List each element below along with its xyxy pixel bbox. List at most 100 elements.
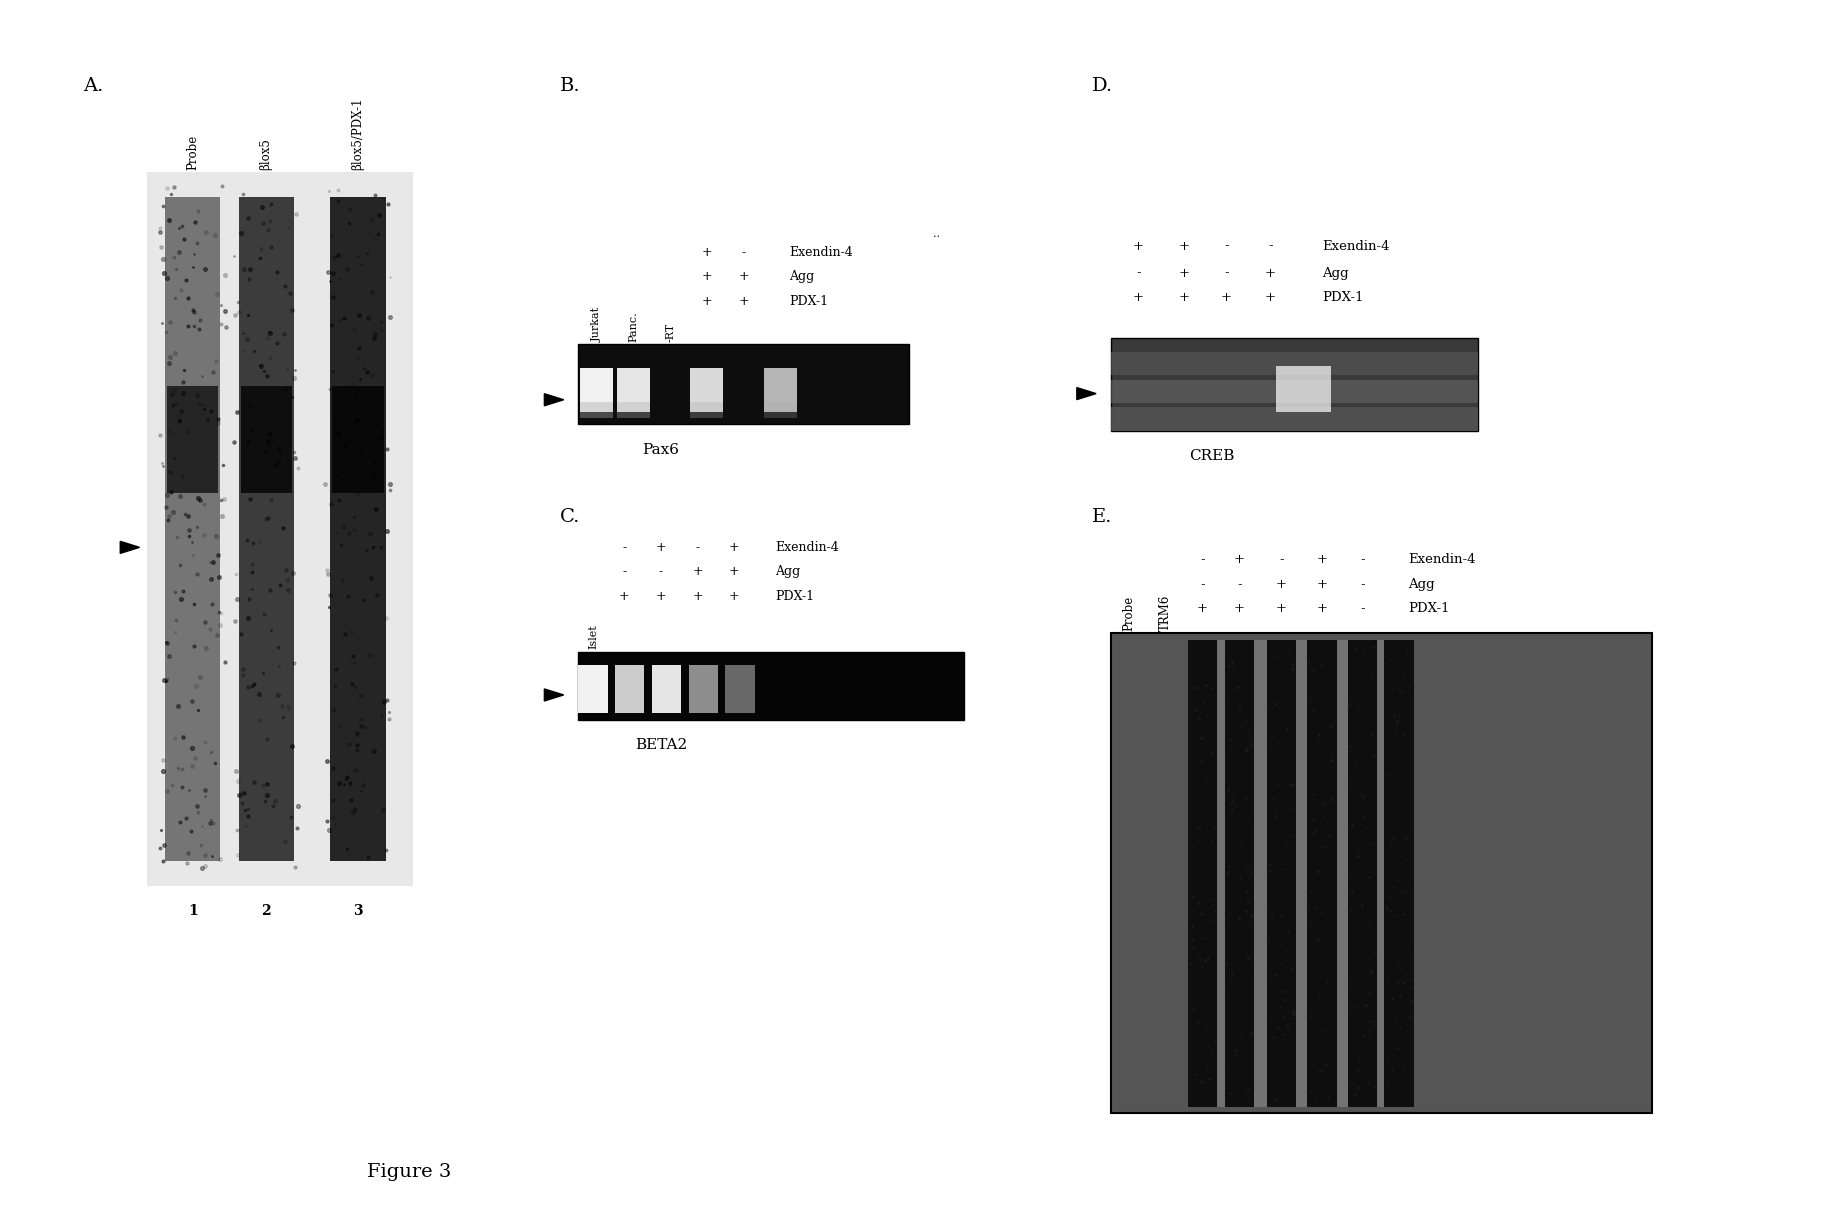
Point [1225,695,1254,715]
Point [1269,1006,1298,1026]
Point [1377,988,1406,1007]
Point [1344,1077,1373,1097]
Point [362,416,391,435]
Point [1388,973,1417,993]
Point [1197,934,1226,953]
Point [1300,930,1329,950]
Point [1346,787,1375,807]
Point [275,283,305,303]
Text: +: + [692,566,703,578]
Point [1280,731,1309,750]
Point [261,455,290,475]
Point [154,646,184,665]
Bar [241,386,292,493]
Point [198,552,228,572]
Text: +: + [1276,578,1287,590]
Point [1219,999,1248,1018]
Point [341,676,371,696]
Point [336,674,365,694]
Point [1256,1011,1285,1031]
Point [1190,638,1219,658]
Point [345,708,375,728]
Point [228,665,257,685]
Point [1316,750,1346,770]
Point [1384,872,1414,892]
Point [1278,1071,1307,1091]
Point [1226,1027,1256,1047]
Point [1373,897,1403,916]
Point [163,218,193,237]
Point [1379,828,1408,847]
Point [1315,780,1344,800]
Point [1259,790,1289,809]
Point [1232,712,1261,732]
Text: +: + [738,295,749,308]
Point [1375,833,1405,852]
Point [1392,970,1421,990]
Bar [167,386,218,493]
Point [281,204,310,224]
Bar [1111,407,1478,430]
Point [1388,667,1417,686]
Point [235,490,264,509]
Point [1217,782,1247,802]
Point [1177,982,1206,1001]
Bar [580,402,613,418]
Point [343,246,373,266]
Point [1234,961,1263,980]
Point [1201,940,1230,959]
Point [325,490,354,509]
Point [1274,875,1304,894]
Text: -: - [1136,267,1140,279]
Point [360,325,389,344]
Point [1397,950,1427,969]
Point [283,459,312,478]
Point [169,229,198,248]
Point [233,676,263,696]
Point [178,257,207,277]
Point [1214,657,1243,677]
Point [1320,1060,1349,1080]
Point [184,320,213,339]
Point [1267,980,1296,1000]
Point [1190,918,1219,937]
Point [349,590,378,610]
Text: -: - [1237,578,1241,590]
Point [1359,915,1388,935]
Point [253,729,283,749]
Point [1340,1085,1370,1105]
Point [1265,996,1294,1016]
Point [1302,1086,1331,1106]
Point [1300,1057,1329,1076]
Point [347,686,376,706]
Point [187,365,217,385]
Point [334,587,364,606]
Point [369,691,398,711]
Point [360,328,389,348]
Point [228,793,257,813]
Point [1386,893,1416,913]
Text: +: + [701,271,712,283]
Point [1337,882,1366,902]
Point [1195,910,1225,930]
Point [1215,738,1245,758]
Point [365,320,395,339]
Bar [578,665,608,712]
Point [1371,765,1401,785]
Point [207,507,237,526]
Point [196,846,226,866]
Point [314,597,343,616]
Point [351,384,380,403]
Point [1340,1032,1370,1052]
Point [1344,1068,1373,1087]
Point [373,522,402,541]
Point [222,589,252,609]
Point [252,509,281,529]
Point [1192,1016,1221,1036]
Point [1197,1039,1226,1059]
Point [1197,679,1226,699]
Point [182,565,211,584]
Point [375,480,404,499]
Point [264,453,294,472]
Point [1184,991,1214,1011]
